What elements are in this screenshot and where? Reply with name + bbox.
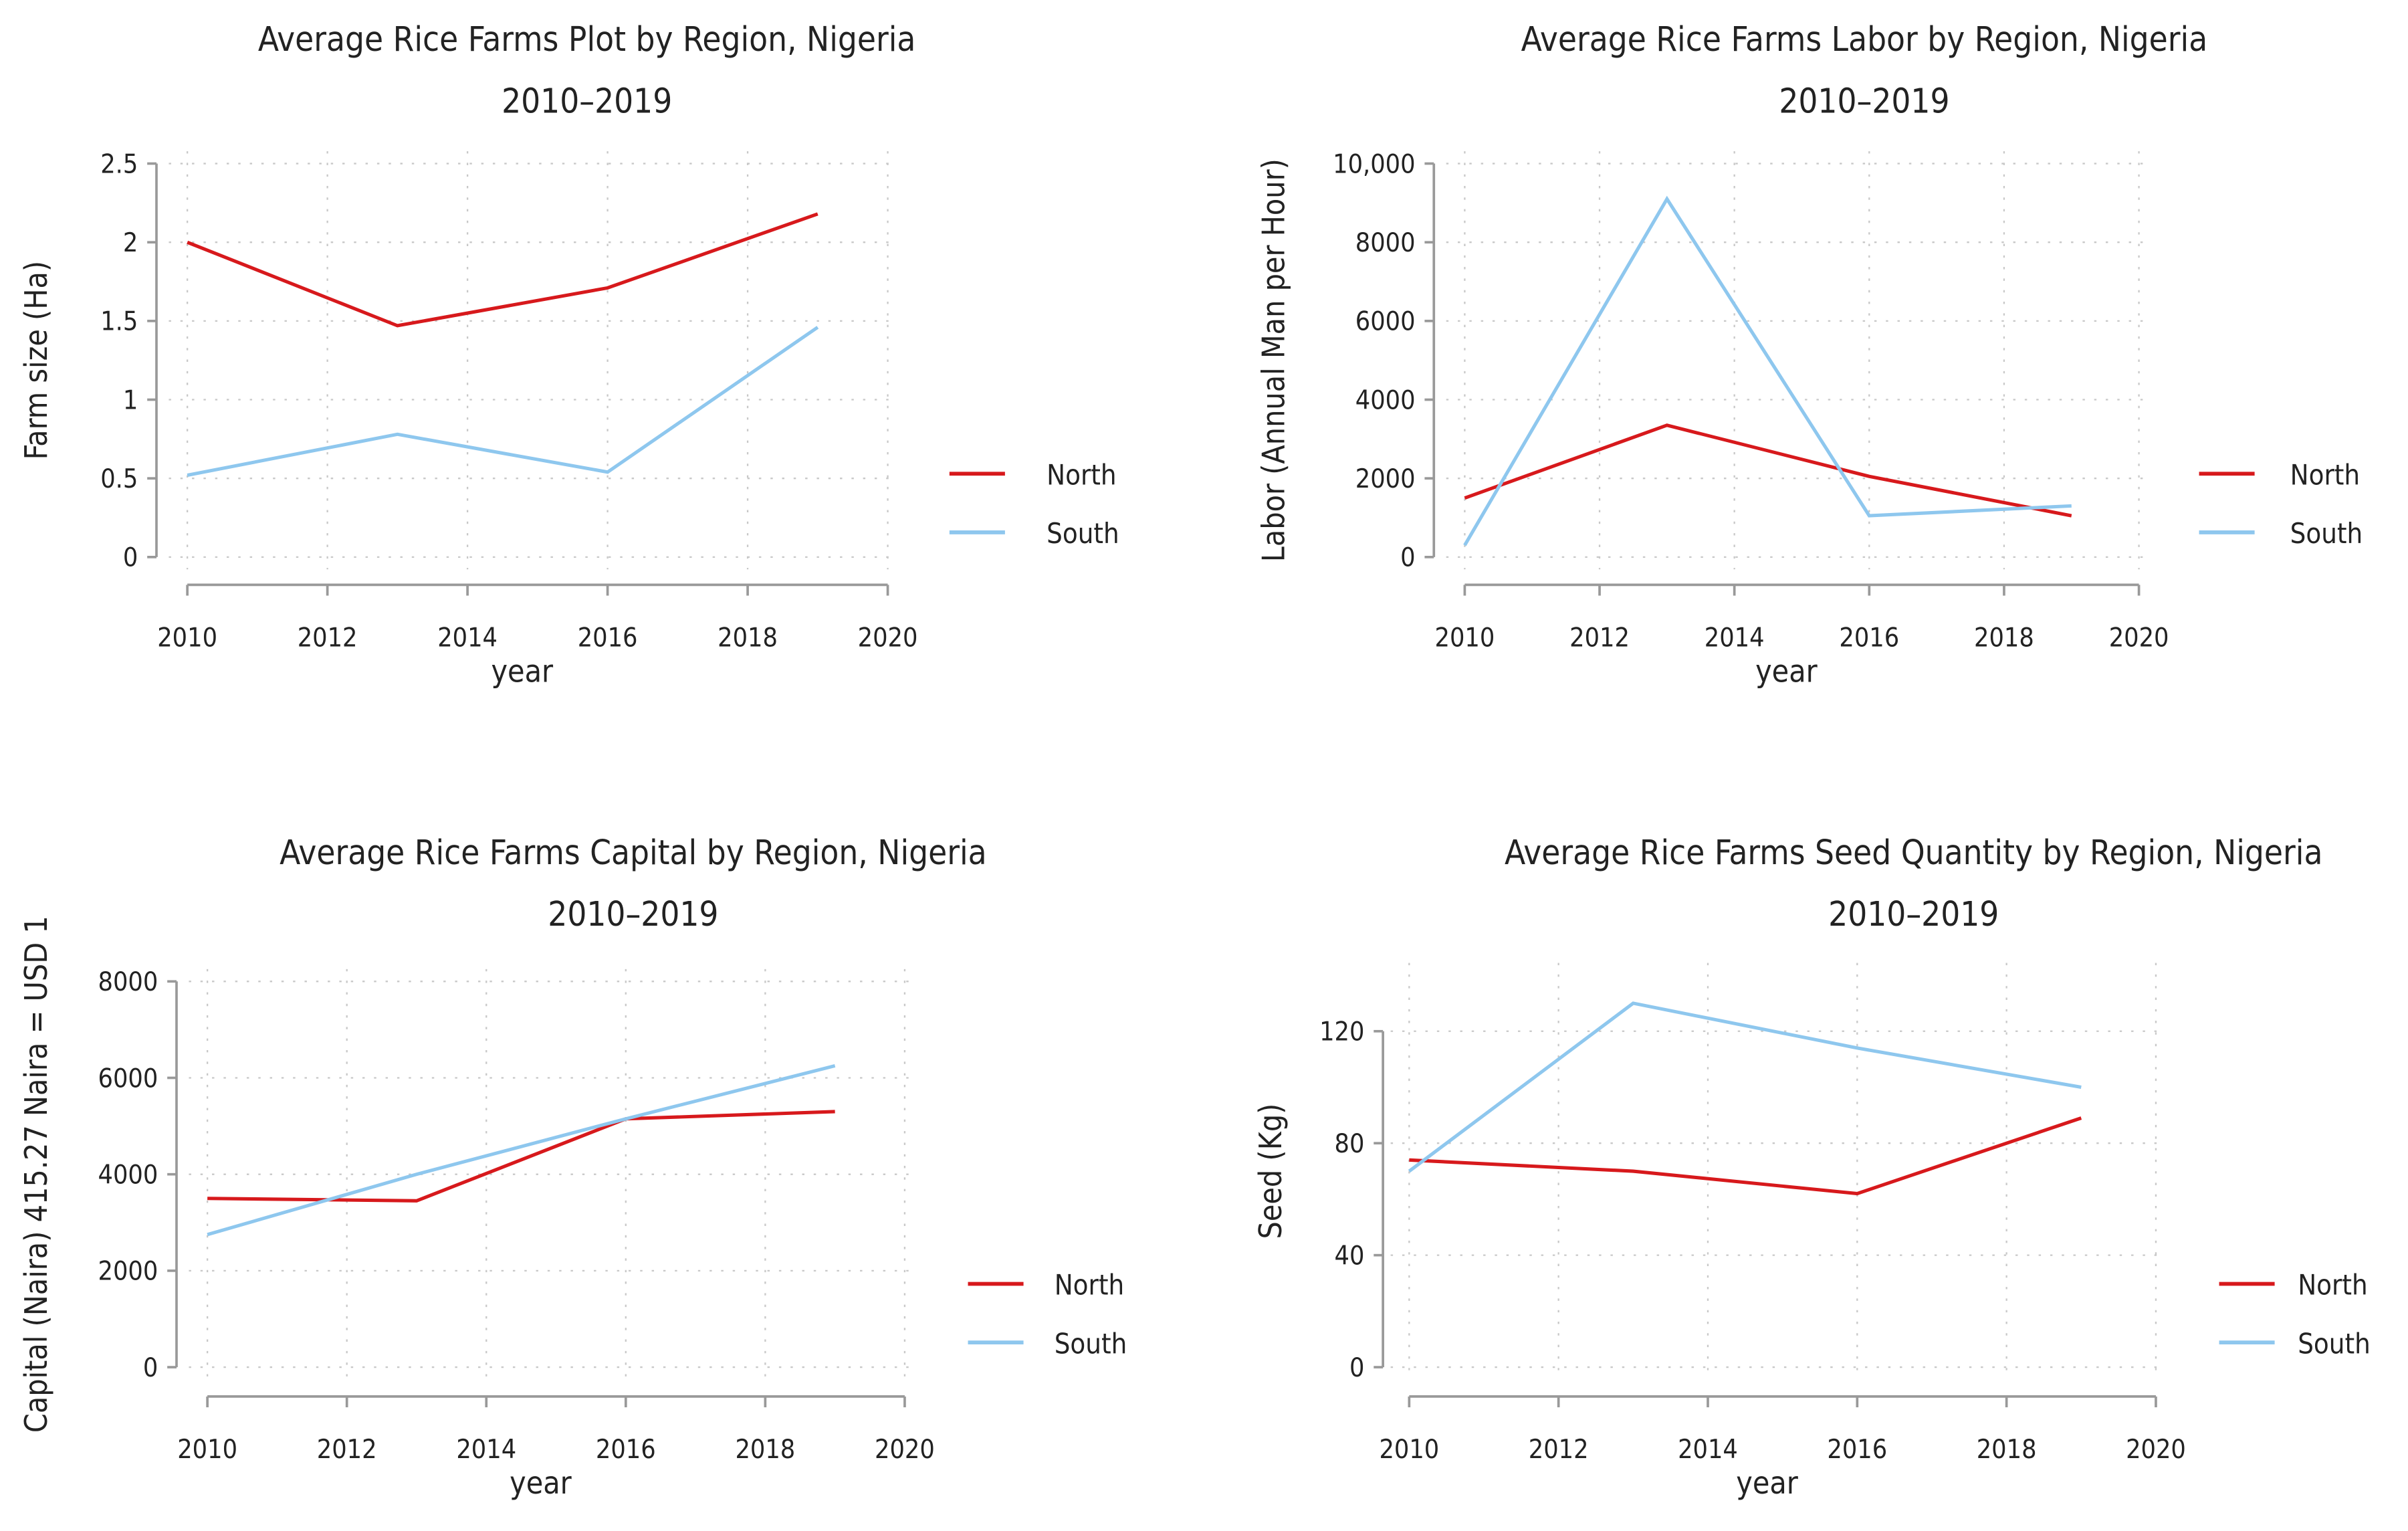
y-tick-label: 40 <box>1335 1241 1365 1271</box>
x-axis-label: year <box>1736 1465 1799 1501</box>
y-tick-label: 1 <box>123 385 138 415</box>
x-tick-label: 2014 <box>437 623 498 653</box>
y-axis-label: Farm size (Ha) <box>18 261 54 460</box>
legend-label-north: North <box>2298 1269 2367 1302</box>
chart-subtitle: 2010–2019 <box>502 81 672 120</box>
series-line-north <box>187 214 818 326</box>
series-line-north <box>207 1112 835 1201</box>
legend-label-south: South <box>1055 1327 1127 1360</box>
x-axis-label: year <box>491 653 554 690</box>
x-tick-label: 2014 <box>1705 623 1765 653</box>
x-tick-label: 2020 <box>875 1435 935 1465</box>
x-tick-label: 2016 <box>578 623 638 653</box>
y-axis-label: Capital (Naira) 415.27 Naira = USD 1 <box>18 916 54 1433</box>
x-tick-label: 2012 <box>298 623 358 653</box>
series-line-north <box>1409 1118 2081 1194</box>
x-tick-label: 2014 <box>1678 1435 1738 1465</box>
y-tick-label: 4000 <box>98 1160 158 1191</box>
x-tick-label: 2010 <box>1435 623 1495 653</box>
x-tick-label: 2018 <box>735 1435 795 1465</box>
x-tick-label: 2018 <box>1974 623 2034 653</box>
y-tick-label: 8000 <box>98 967 158 997</box>
x-tick-label: 2010 <box>157 623 217 653</box>
chart-title: Average Rice Farms Labor by Region, Nige… <box>1521 19 2208 59</box>
y-tick-label: 2000 <box>1355 464 1416 494</box>
chart-panel-1: Average Rice Farms Plot by Region, Niger… <box>18 19 1119 690</box>
y-tick-label: 2.5 <box>100 149 138 179</box>
series-line-south <box>1464 199 2071 545</box>
legend-label-south: South <box>1047 517 1119 550</box>
x-axis-label: year <box>510 1465 572 1501</box>
y-tick-label: 6000 <box>1355 307 1416 337</box>
y-tick-label: 2 <box>123 228 138 258</box>
y-tick-label: 80 <box>1335 1129 1365 1159</box>
chart-panel-4: Average Rice Farms Seed Quantity by Regi… <box>1252 833 2371 1501</box>
x-tick-label: 2018 <box>718 623 778 653</box>
y-tick-label: 0 <box>143 1353 158 1383</box>
y-axis-label: Seed (Kg) <box>1252 1104 1289 1239</box>
y-tick-label: 6000 <box>98 1063 158 1094</box>
x-tick-label: 2016 <box>596 1435 656 1465</box>
x-tick-label: 2014 <box>456 1435 516 1465</box>
x-axis-label: year <box>1755 653 1818 690</box>
legend-label-south: South <box>2298 1327 2371 1360</box>
y-tick-label: 8000 <box>1355 228 1416 258</box>
y-tick-label: 0 <box>123 543 138 573</box>
y-tick-label: 0.5 <box>100 464 138 494</box>
chart-subtitle: 2010–2019 <box>1779 81 1949 120</box>
y-tick-label: 0 <box>1400 543 1415 573</box>
x-tick-label: 2018 <box>1977 1435 2037 1465</box>
legend-label-north: North <box>1047 458 1116 491</box>
series-line-south <box>1409 1003 2081 1171</box>
y-tick-label: 120 <box>1319 1017 1364 1047</box>
chart-panel-2: Average Rice Farms Labor by Region, Nige… <box>1255 19 2363 690</box>
legend-label-north: North <box>2290 458 2360 491</box>
y-tick-label: 0 <box>1349 1353 1364 1383</box>
chart-subtitle: 2010–2019 <box>1828 894 1999 934</box>
x-tick-label: 2020 <box>2109 623 2169 653</box>
y-tick-label: 1.5 <box>100 307 138 337</box>
y-axis-label: Labor (Annual Man per Hour) <box>1255 159 1291 562</box>
legend-label-south: South <box>2290 517 2363 550</box>
y-tick-label: 10,000 <box>1333 149 1415 179</box>
x-tick-label: 2010 <box>177 1435 237 1465</box>
chart-subtitle: 2010–2019 <box>548 894 718 934</box>
series-line-south <box>207 1065 835 1234</box>
x-tick-label: 2012 <box>317 1435 377 1465</box>
legend-label-north: North <box>1055 1269 1124 1302</box>
x-tick-label: 2020 <box>858 623 918 653</box>
x-tick-label: 2010 <box>1379 1435 1439 1465</box>
x-tick-label: 2016 <box>1827 1435 1887 1465</box>
x-tick-label: 2016 <box>1839 623 1899 653</box>
y-tick-label: 2000 <box>98 1257 158 1287</box>
chart-panel-3: Average Rice Farms Capital by Region, Ni… <box>18 833 1127 1501</box>
series-line-north <box>1464 425 2071 516</box>
series-line-south <box>187 327 818 475</box>
chart-title: Average Rice Farms Plot by Region, Niger… <box>258 19 915 59</box>
x-tick-label: 2012 <box>1529 1435 1589 1465</box>
y-tick-label: 4000 <box>1355 385 1416 415</box>
chart-title: Average Rice Farms Capital by Region, Ni… <box>280 833 987 872</box>
x-tick-label: 2012 <box>1569 623 1630 653</box>
chart-title: Average Rice Farms Seed Quantity by Regi… <box>1505 833 2322 872</box>
x-tick-label: 2020 <box>2126 1435 2186 1465</box>
